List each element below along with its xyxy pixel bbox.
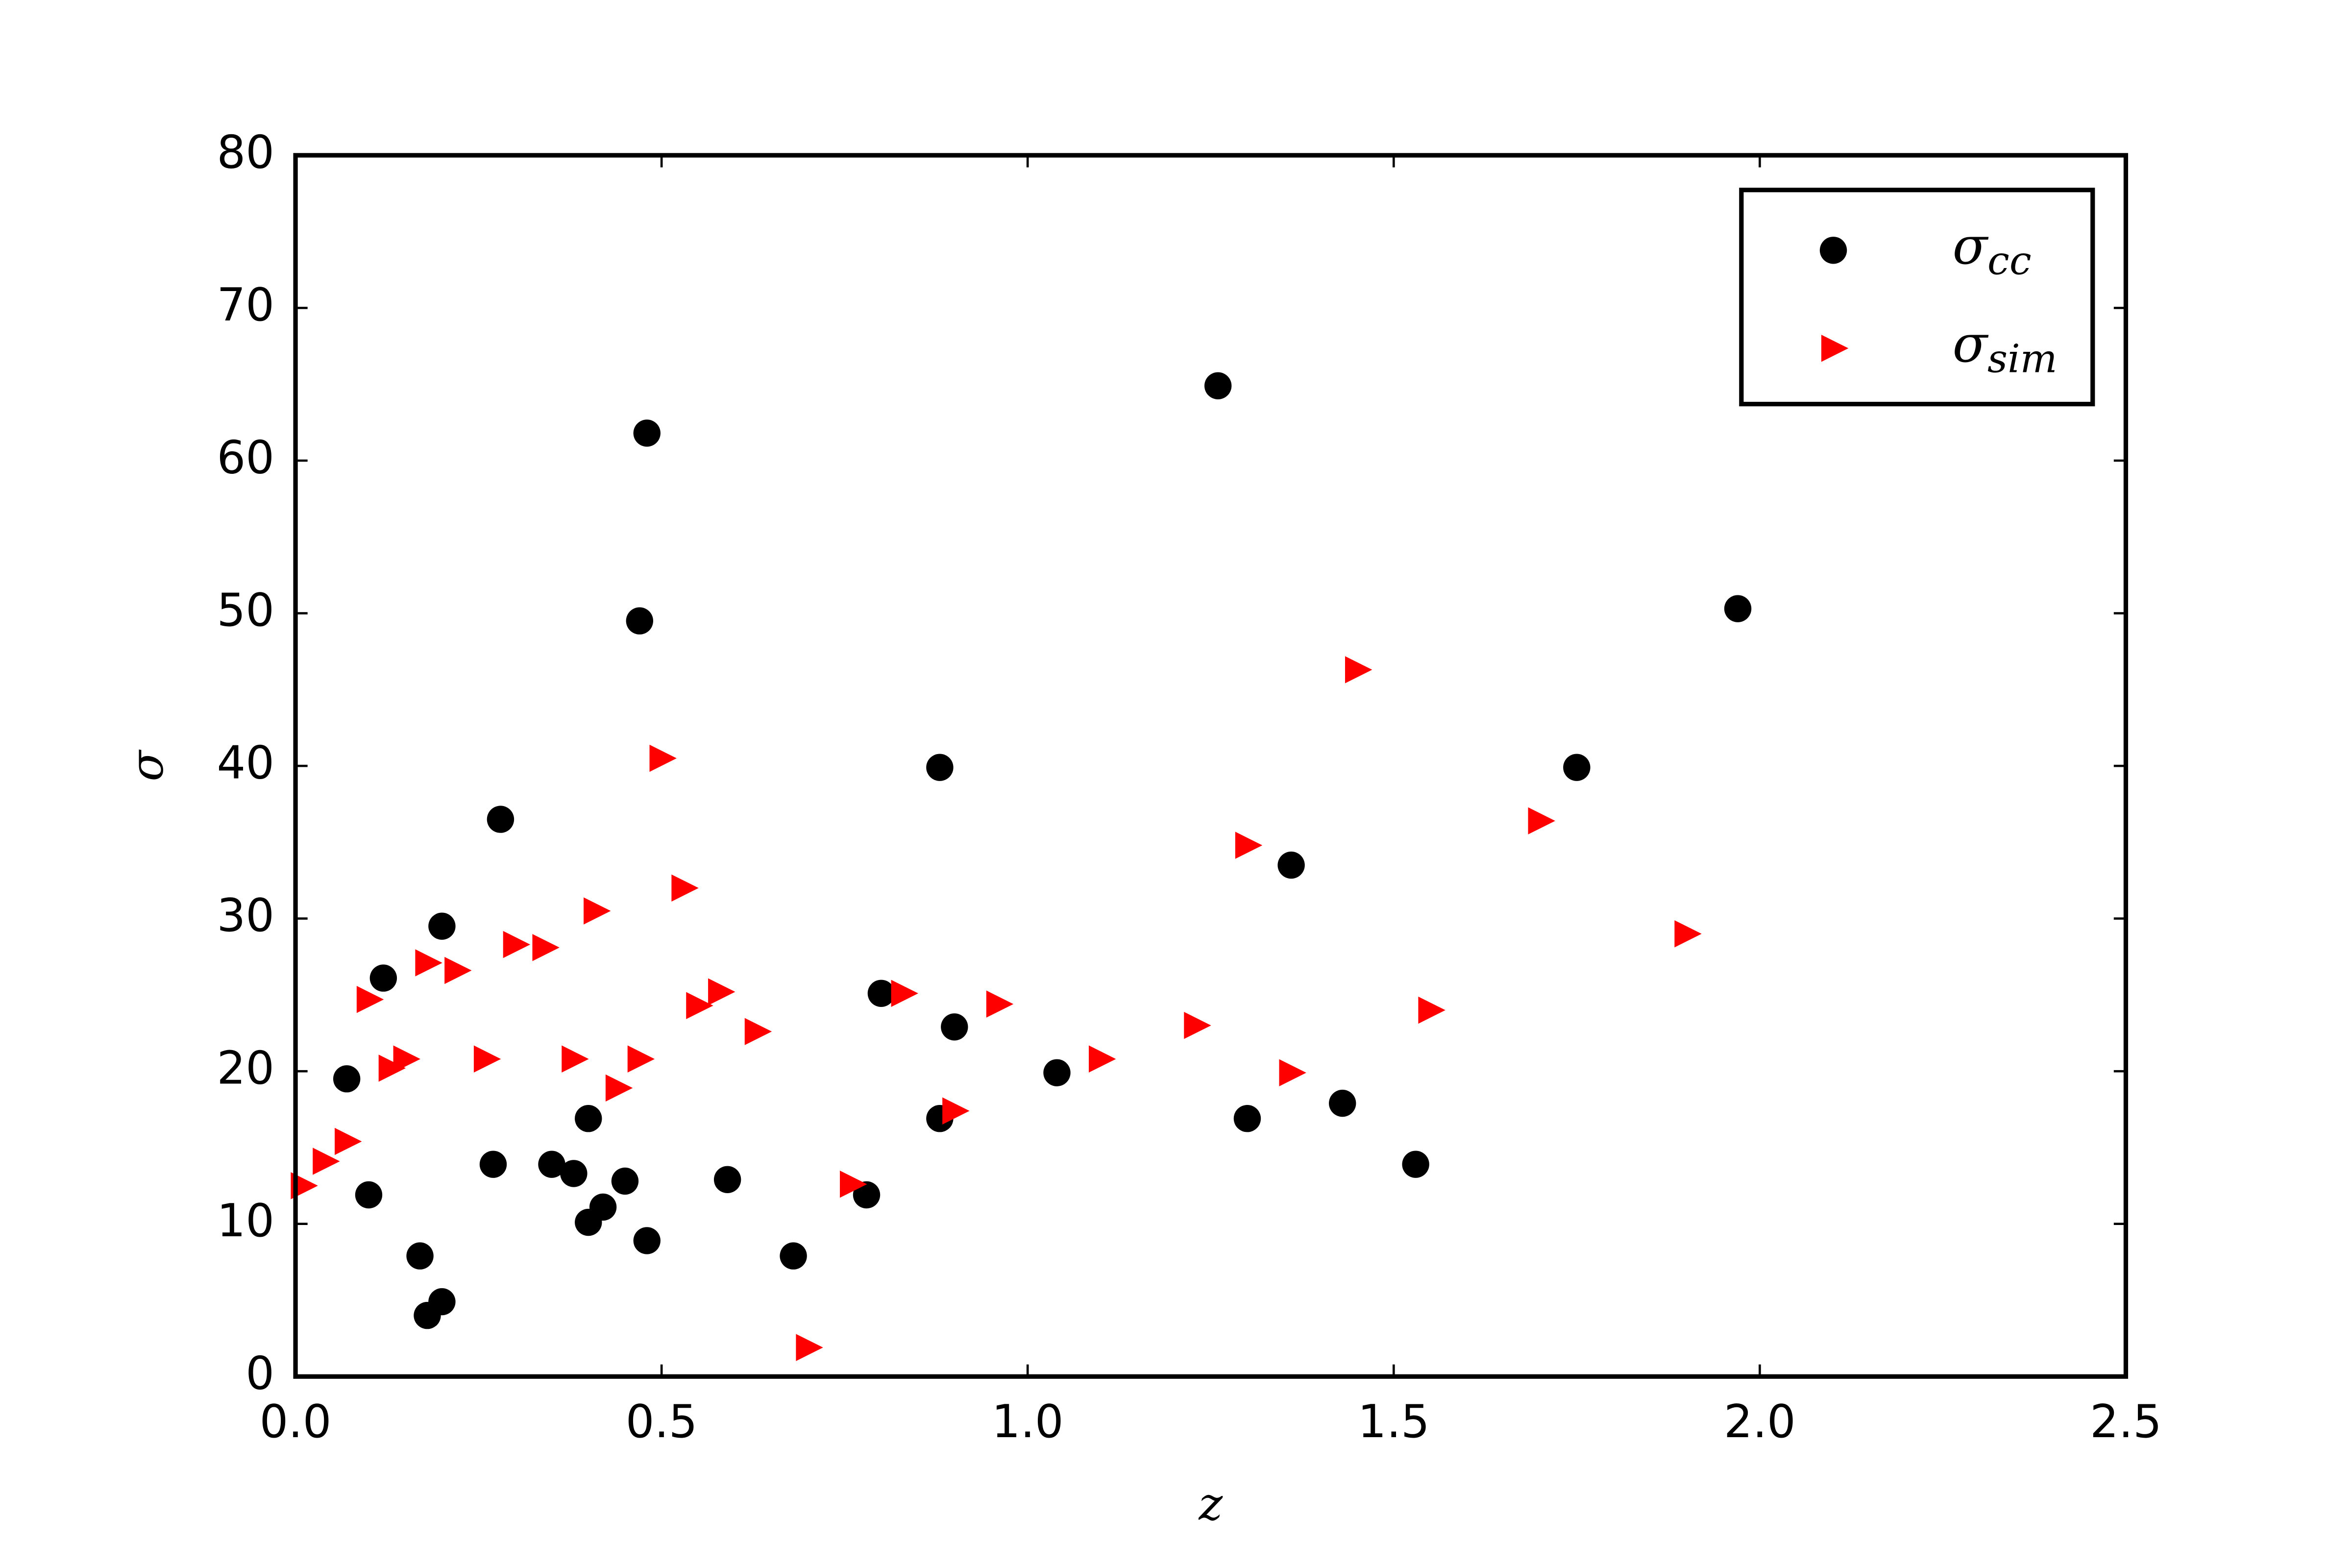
point xyxy=(393,1045,420,1073)
y-tick-label: 10 xyxy=(217,1194,274,1247)
point xyxy=(611,1167,639,1195)
point xyxy=(605,1074,633,1102)
legend-name: σ xyxy=(1953,314,1989,374)
y-tick-label: 80 xyxy=(217,125,274,178)
point xyxy=(335,1127,362,1155)
point xyxy=(406,1242,434,1270)
point xyxy=(649,744,677,772)
point xyxy=(1235,832,1263,859)
point xyxy=(744,1018,772,1045)
y-tick-label: 60 xyxy=(217,431,274,484)
point xyxy=(589,1193,617,1221)
legend-subscript: cc xyxy=(1987,238,2032,283)
point xyxy=(686,992,713,1019)
x-tick-label: 0.5 xyxy=(626,1395,698,1448)
point xyxy=(1184,1012,1211,1039)
legend-subscript: sim xyxy=(1987,336,2057,381)
point xyxy=(1402,1151,1429,1178)
point xyxy=(428,1288,456,1316)
y-axis-label: σ xyxy=(121,749,173,782)
point xyxy=(853,1181,881,1209)
point xyxy=(356,986,384,1013)
x-tick-label: 1.0 xyxy=(992,1395,1064,1448)
legend-entry: σcc xyxy=(1819,216,2032,283)
point xyxy=(1329,1089,1356,1117)
point xyxy=(538,1151,565,1178)
y-tick-label: 20 xyxy=(217,1042,274,1095)
point xyxy=(428,912,456,940)
y-tick-label: 70 xyxy=(217,278,274,331)
point xyxy=(503,931,531,958)
x-tick-label: 2.5 xyxy=(2090,1395,2162,1448)
point xyxy=(796,1334,823,1361)
point xyxy=(840,1171,867,1198)
point xyxy=(1277,851,1305,879)
point xyxy=(479,1151,507,1178)
point xyxy=(1674,920,1702,948)
point xyxy=(1724,595,1752,622)
y-tick-label: 0 xyxy=(245,1347,274,1400)
point xyxy=(633,1227,661,1254)
point xyxy=(584,897,611,925)
plot-frame xyxy=(293,153,2129,1379)
point xyxy=(671,874,699,902)
point xyxy=(713,1166,741,1194)
point xyxy=(1345,656,1372,684)
point xyxy=(575,1105,602,1132)
point xyxy=(532,934,560,961)
legend-label: σcc xyxy=(1953,216,2032,283)
point xyxy=(1418,996,1446,1024)
legend-name: σ xyxy=(1953,216,1989,276)
y-tick-label: 40 xyxy=(217,736,274,789)
point xyxy=(444,956,472,984)
point xyxy=(1233,1105,1261,1132)
point xyxy=(415,949,442,977)
point xyxy=(333,1065,361,1093)
point xyxy=(926,754,954,781)
point xyxy=(369,964,397,992)
x-axis-label: z xyxy=(1198,1477,1223,1530)
x-tick-label: 2.0 xyxy=(1724,1395,1796,1448)
point xyxy=(487,806,514,833)
point xyxy=(1279,1059,1306,1086)
point xyxy=(562,1045,589,1073)
point xyxy=(633,419,661,447)
point xyxy=(1089,1045,1116,1073)
point xyxy=(708,978,735,1005)
point xyxy=(378,1054,406,1082)
legend-entry: σsim xyxy=(1821,314,2058,381)
point xyxy=(627,1045,655,1073)
y-tick-label: 50 xyxy=(217,584,274,637)
point xyxy=(1204,372,1232,400)
point xyxy=(941,1013,968,1041)
point xyxy=(355,1181,383,1209)
point xyxy=(986,990,1014,1018)
x-tick-label: 1.5 xyxy=(1358,1395,1430,1448)
point xyxy=(1563,754,1591,781)
point xyxy=(867,980,895,1007)
point xyxy=(780,1242,807,1270)
point xyxy=(1528,807,1555,834)
point xyxy=(942,1097,970,1125)
y-tick-label: 30 xyxy=(217,889,274,942)
point xyxy=(313,1148,340,1175)
x-tick-label: 0.0 xyxy=(260,1395,332,1448)
legend-marker xyxy=(1821,335,1849,362)
legend-frame xyxy=(1739,188,2095,407)
legend-marker xyxy=(1819,237,1847,264)
legend-label: σsim xyxy=(1953,314,2058,381)
point xyxy=(626,607,654,635)
point xyxy=(473,1045,501,1073)
point xyxy=(560,1160,588,1187)
point xyxy=(891,980,918,1007)
point xyxy=(1043,1059,1071,1086)
